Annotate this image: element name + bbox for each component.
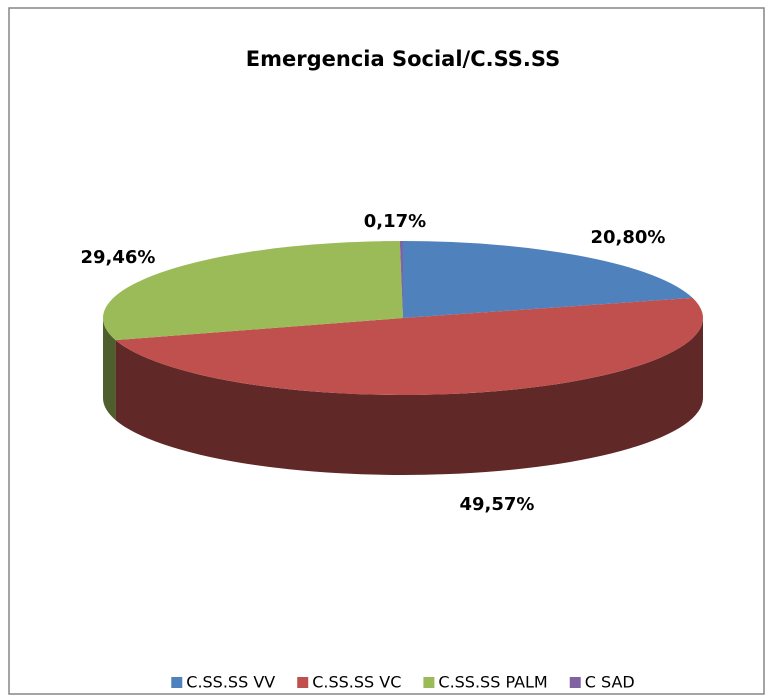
chart-title: Emergencia Social/C.SS.SS [246, 47, 560, 71]
data-label: 49,57% [460, 494, 535, 515]
legend-swatch [297, 677, 309, 688]
legend-label: C SAD [585, 673, 635, 692]
pie-side [103, 318, 116, 421]
pie-side [115, 318, 703, 476]
pie-slice [403, 241, 693, 318]
pie-slice [102, 241, 404, 341]
legend-swatch [171, 677, 183, 688]
data-label: 29,46% [81, 247, 156, 268]
legend-label: C.SS.SS VC [312, 673, 401, 692]
data-label: 20,80% [591, 227, 666, 248]
pie-slice [399, 241, 403, 318]
legend-swatch [569, 677, 581, 688]
legend-label: C.SS.SS PALM [438, 673, 547, 692]
legend-swatch [423, 677, 435, 688]
data-label: 0,17% [364, 211, 426, 232]
pie-slice [115, 297, 704, 396]
legend-label: C.SS.SS VV [186, 673, 275, 692]
